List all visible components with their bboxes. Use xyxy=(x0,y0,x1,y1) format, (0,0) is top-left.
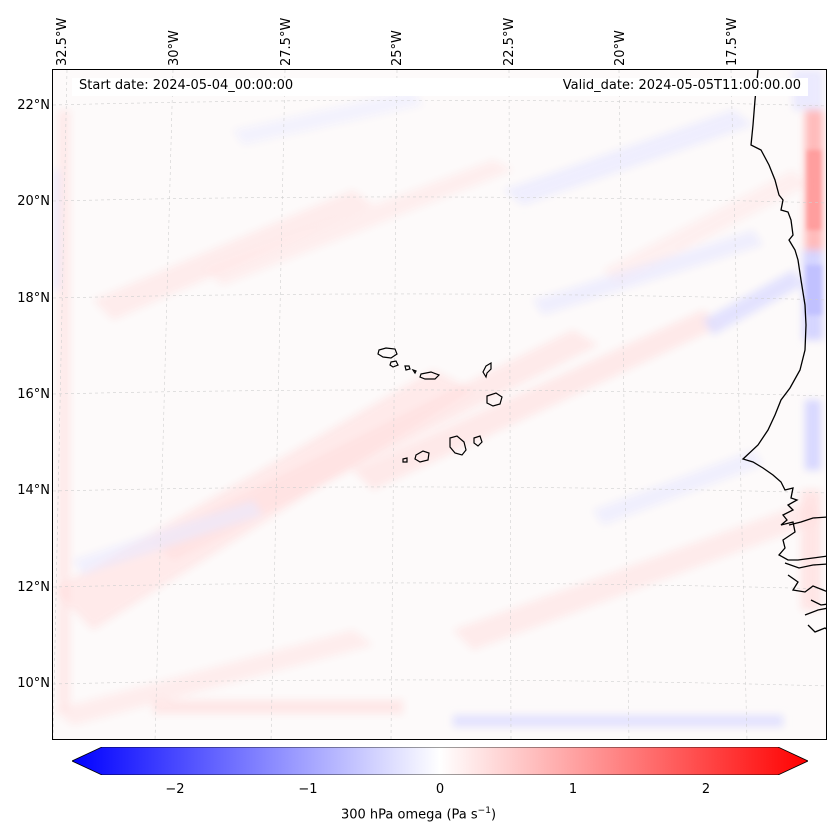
omega-map xyxy=(52,69,827,740)
colorbar-tick-0: 0 xyxy=(435,782,445,797)
colorbar-label: 300 hPa omega (Pa s−1) xyxy=(340,806,497,823)
date-label-band xyxy=(72,78,808,96)
lon-tick-25w: 25°W xyxy=(390,30,405,66)
start-date-label: Start date: 2024-05-04_00:00:00 xyxy=(79,78,294,93)
cape-verde-islands xyxy=(377,347,503,463)
lat-tick-16n: 16°N xyxy=(17,387,50,402)
lon-tick-32.5w: 32.5°W xyxy=(55,17,70,66)
lon-tick-30w: 30°W xyxy=(167,30,182,66)
omega-field xyxy=(53,70,823,727)
colorbar-tick-2: 2 xyxy=(701,782,711,797)
colorbar-gradient xyxy=(72,747,808,775)
colorbar-tick-neg2: −2 xyxy=(165,782,185,797)
lat-tick-12n: 12°N xyxy=(17,580,50,595)
lat-tick-14n: 14°N xyxy=(17,483,50,498)
colorbar-tick-1: 1 xyxy=(568,782,578,797)
colorbar xyxy=(72,747,808,775)
lon-tick-27.5w: 27.5°W xyxy=(279,17,294,66)
lat-tick-20n: 20°N xyxy=(17,194,50,209)
lat-tick-22n: 22°N xyxy=(17,98,50,113)
valid-date-label: Valid_date: 2024-05-05T11:00:00.00 xyxy=(562,78,801,93)
lat-tick-10n: 10°N xyxy=(17,676,50,691)
graticule xyxy=(53,70,826,739)
lon-tick-17.5w: 17.5°W xyxy=(725,17,740,66)
map-field xyxy=(53,70,826,739)
colorbar-tick-neg1: −1 xyxy=(298,782,318,797)
omega-right-maxima xyxy=(806,150,822,315)
coastline xyxy=(741,70,826,633)
lon-tick-20w: 20°W xyxy=(613,30,628,66)
lat-tick-18n: 18°N xyxy=(17,291,50,306)
lon-tick-22.5w: 22.5°W xyxy=(502,17,517,66)
